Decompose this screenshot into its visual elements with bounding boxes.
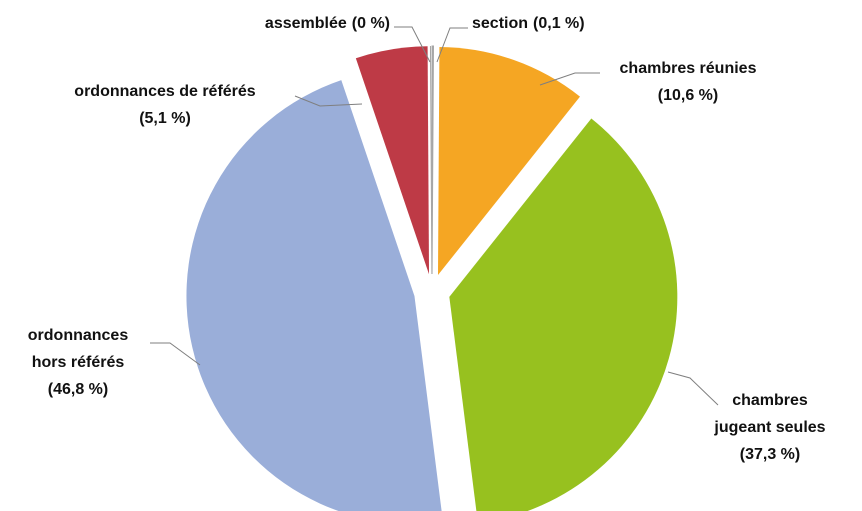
leader-line [539, 72, 600, 86]
pie-slice [437, 47, 580, 276]
leader-line [150, 342, 201, 366]
category-label: chambres réunies [620, 60, 757, 77]
leader-line [294, 95, 363, 107]
category-label: ordonnances hors référés [28, 327, 129, 371]
value-label: (10,6 %) [658, 87, 718, 104]
slice-label: assemblée (0 %) [265, 15, 390, 32]
leader-line [667, 371, 719, 406]
pie-slice [431, 45, 434, 275]
category-label: section [472, 15, 528, 32]
pie-slice [186, 80, 442, 511]
category-label: assemblée [265, 15, 347, 32]
pie-slice [355, 46, 430, 275]
slice-label: section (0,1 %) [472, 15, 585, 32]
category-label: ordonnances de référés [74, 83, 256, 100]
labels: section (0,1 %) chambres réunies (10,6 %) ch… [28, 15, 826, 463]
value-label: (46,8 %) [48, 381, 108, 398]
category-label: chambres jugeant seules [713, 392, 825, 436]
value-label: (0 %) [352, 15, 390, 32]
leader-line [394, 26, 431, 63]
value-label: (0,1 %) [533, 15, 585, 32]
leader-line [436, 27, 468, 63]
pie-slice [449, 118, 678, 511]
value-label: (37,3 %) [740, 446, 800, 463]
pie-slice [429, 46, 433, 275]
value-label: (5,1 %) [139, 110, 191, 127]
slices [186, 45, 678, 511]
